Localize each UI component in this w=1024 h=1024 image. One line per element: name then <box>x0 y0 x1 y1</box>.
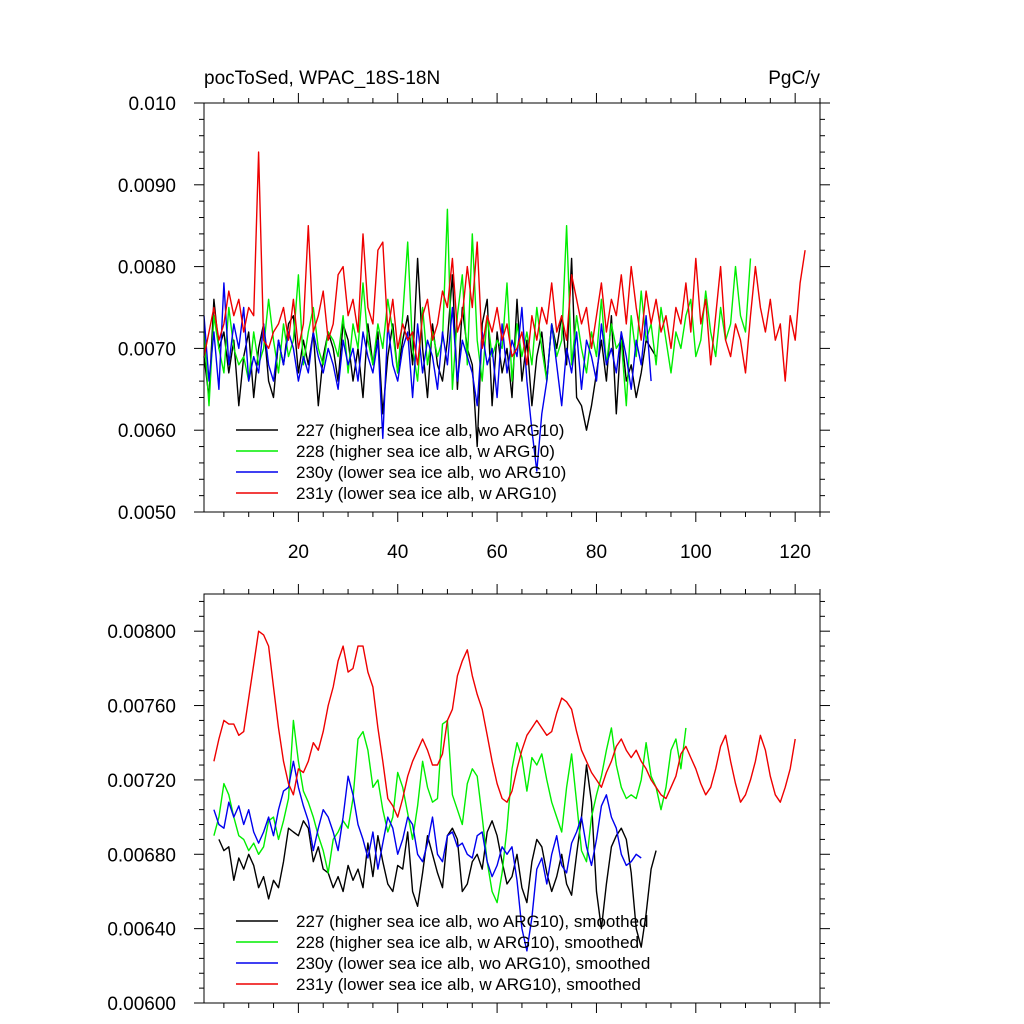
x-tick-label: 100 <box>680 542 712 563</box>
y-tick-label: 0.0090 <box>118 176 176 197</box>
y-tick-label: 0.00640 <box>107 920 176 941</box>
legend-label: 230y (lower sea ice alb, wo ARG10), smoo… <box>296 954 650 973</box>
series-line-2 <box>203 282 652 472</box>
y-tick-label: 0.010 <box>128 94 176 115</box>
y-tick-label: 0.00680 <box>107 845 176 866</box>
series-line-1 <box>203 208 752 407</box>
y-tick-label: 0.0070 <box>118 339 176 360</box>
legend-label: 231y (lower sea ice alb, w ARG10), smoot… <box>296 975 641 994</box>
y-tick-label: 0.0050 <box>118 503 176 524</box>
y-tick-label: 0.0060 <box>118 421 176 442</box>
legend-label: 228 (higher sea ice alb, w ARG10) <box>296 442 555 461</box>
x-tick-label: 40 <box>387 542 408 563</box>
x-tick-label: 20 <box>288 542 309 563</box>
legend-label: 228 (higher sea ice alb, w ARG10), smoot… <box>296 933 639 952</box>
y-tick-label: 0.00600 <box>107 994 176 1015</box>
series-line-2 <box>213 760 642 952</box>
raw-panel: 20 40 60 80 100 120 0.0050 0.0060 0.0070 0.0080 0.… <box>118 93 830 563</box>
series-line-3 <box>203 151 806 382</box>
series-line-1 <box>213 719 687 904</box>
x-tick-label: 60 <box>487 542 508 563</box>
x-tick-label: 120 <box>779 542 811 563</box>
units-label: PgC/y <box>768 68 820 89</box>
legend-label: 230y (lower sea ice alb, wo ARG10) <box>296 463 566 482</box>
series-line-0 <box>218 764 657 948</box>
x-tick-label: 80 <box>586 542 607 563</box>
plot-frame <box>203 593 821 1004</box>
chart-title: pocToSed, WPAC_18S-18N <box>204 68 440 89</box>
legend-label: 227 (higher sea ice alb, wo ARG10), smoo… <box>296 912 648 931</box>
legend-label: 231y (lower sea ice alb, w ARG10) <box>296 484 557 503</box>
y-tick-label: 0.00760 <box>107 697 176 718</box>
smoothed-panel: 0.00600 0.00640 0.00680 0.00720 0.00760 0.008… <box>107 584 830 1015</box>
y-tick-label: 0.00800 <box>107 622 176 643</box>
y-tick-label: 0.0080 <box>118 258 176 279</box>
y-tick-label: 0.00720 <box>107 771 176 792</box>
series-line-3 <box>213 630 796 818</box>
legend-label: 227 (higher sea ice alb, wo ARG10) <box>296 421 564 440</box>
plot-frame <box>203 102 821 513</box>
